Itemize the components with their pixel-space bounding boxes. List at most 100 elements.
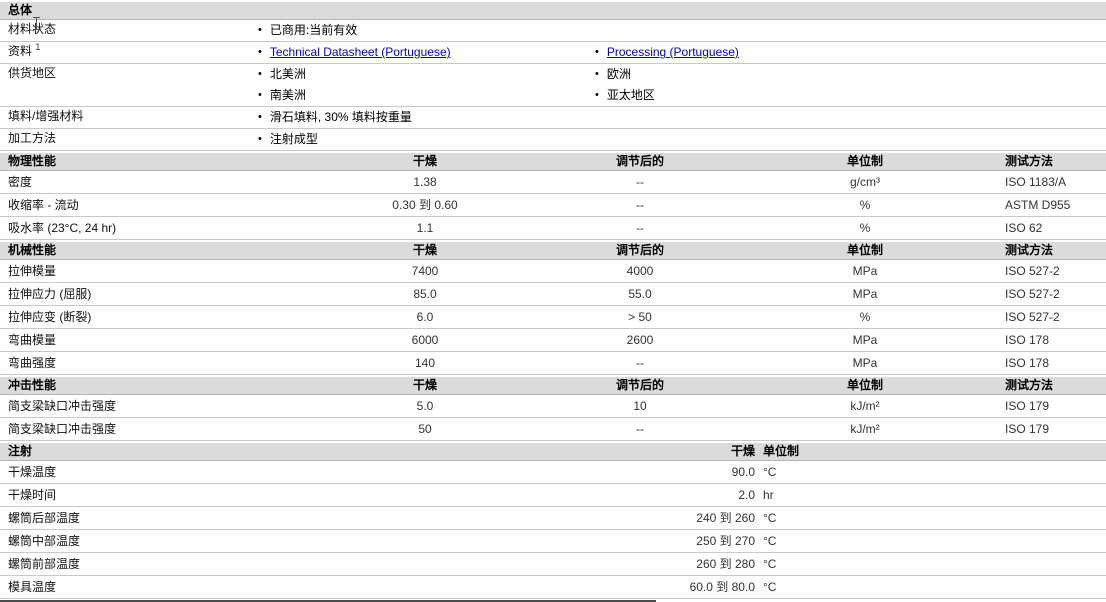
value-test-method: ISO 1183/A [1005,175,1067,189]
bullet-icon: • [258,46,262,58]
bullet-item: • 北美洲 [258,64,306,86]
property-label: 资料 1 [8,42,41,59]
bullet-icon: • [595,46,599,58]
column-header-dry: 干燥 [730,444,755,458]
bullet-text: 亚太地区 [606,88,655,102]
value-test-method: ISO 527-2 [1005,310,1060,324]
bullet-icon: • [258,89,262,101]
property-label: 供货地区 [8,66,57,80]
value-test-method: ISO 178 [1005,356,1050,370]
value-dry: 6000 [411,333,439,347]
column-header-dry: 干燥 [412,378,437,392]
section-header-injection: 注射 干燥 单位制 [0,441,1106,461]
column-header-conditioned: 调节后的 [615,243,664,257]
property-label: 弯曲模量 [8,333,57,347]
column-header-unit: 单位制 [763,444,800,458]
bullet-item: • 南美洲 [258,85,306,107]
property-label: 吸水率 (23°C, 24 hr) [8,221,117,235]
datasheet-link[interactable]: Processing (Portuguese) [606,45,739,59]
bullet-text: 已商用:当前有效 [269,23,358,37]
injection-row: 干燥温度 90.0 °C [0,461,1106,484]
property-label: 填料/增强材料 [8,109,84,123]
property-row: 弯曲模量 6000 2600 MPa ISO 178 [0,329,1106,352]
value-test-method: ISO 527-2 [1005,287,1060,301]
bullet-text: 南美洲 [269,88,306,102]
value-unit: % [859,310,871,324]
value-dry: 2.0 [738,488,755,502]
property-label: 拉伸模量 [8,264,57,278]
value-dry: 140 [414,356,436,370]
section-title: 机械性能 [8,243,57,257]
general-row: 填料/增强材料 • 滑石填料, 30% 填料按重量 [0,107,1106,129]
bullet-item: • 注射成型 [258,129,318,151]
bullet-text: 欧洲 [606,67,631,81]
value-conditioned: -- [636,356,644,370]
property-label: 螺筒前部温度 [8,557,81,571]
property-label: 螺筒中部温度 [8,534,81,548]
value-test-method: ISO 178 [1005,333,1050,347]
bullet-item: • 亚太地区 [595,85,655,107]
column-header-unit: 单位制 [846,154,883,168]
section-title: 冲击性能 [8,378,57,392]
general-row: 材料状态 • 已商用:当前有效 [0,20,1106,42]
injection-row: 干燥时间 2.0 hr [0,484,1106,507]
column-header-unit: 单位制 [846,243,883,257]
section-header-general: 总体 [0,0,1106,20]
property-row: 简支梁缺口冲击强度 5.0 10 kJ/m² ISO 179 [0,395,1106,418]
value-unit: °C [763,534,777,548]
property-row: 拉伸应力 (屈服) 85.0 55.0 MPa ISO 527-2 [0,283,1106,306]
value-conditioned: 55.0 [628,287,652,301]
general-row: 资料 1 • Technical Datasheet (Portuguese) • Pr… [0,42,1106,64]
bullet-item: • 已商用:当前有效 [258,20,357,42]
property-label: 螺筒后部温度 [8,511,81,525]
value-test-method: ISO 179 [1005,422,1050,436]
value-unit: hr [763,488,774,502]
value-conditioned: > 50 [628,310,652,324]
value-conditioned: -- [636,198,644,212]
property-label: 弯曲强度 [8,356,57,370]
injection-section: 注射 干燥 单位制 干燥温度 90.0 °C 干燥时间 2.0 hr 螺筒后部温度 240 到 26… [0,441,1106,599]
section-header-properties: 冲击性能 干燥 调节后的 单位制 测试方法 [0,375,1106,395]
property-row: 弯曲强度 140 -- MPa ISO 178 [0,352,1106,375]
value-dry: 0.30 到 0.60 [392,198,458,212]
bullet-text: 北美洲 [269,67,306,81]
value-unit: °C [763,511,777,525]
value-unit: g/cm³ [850,175,880,189]
value-dry: 7400 [411,264,439,278]
column-header-test-method: 测试方法 [1005,154,1054,168]
value-unit: MPa [852,356,878,370]
bullet-item: • 欧洲 [595,64,631,86]
datasheet-link[interactable]: Technical Datasheet (Portuguese) [269,45,451,59]
property-row: 拉伸模量 7400 4000 MPa ISO 527-2 [0,260,1106,283]
value-dry: 90.0 [731,465,755,479]
property-label: 模具温度 [8,580,57,594]
value-unit: kJ/m² [850,399,880,413]
property-label: 简支梁缺口冲击强度 [8,422,117,436]
value-conditioned: 10 [633,399,647,413]
value-unit: MPa [852,287,878,301]
bullet-icon: • [258,68,262,80]
column-header-conditioned: 调节后的 [615,378,664,392]
value-dry: 50 [418,422,432,436]
column-header-test-method: 测试方法 [1005,243,1054,257]
property-label: 加工方法 [8,131,57,145]
value-unit: MPa [852,264,878,278]
value-conditioned: 2600 [626,333,654,347]
property-label: 收缩率 - 流动 [8,198,79,212]
bullet-icon: • [258,133,262,145]
value-unit: °C [763,557,777,571]
property-row: 吸水率 (23°C, 24 hr) 1.1 --% ISO 62 [0,217,1106,240]
injection-row: 螺筒前部温度 260 到 280 °C [0,553,1106,576]
general-row: 加工方法 • 注射成型 [0,129,1106,151]
section-header-properties: 机械性能 干燥 调节后的 单位制 测试方法 [0,240,1106,260]
value-dry: 60.0 到 80.0 [689,580,755,594]
value-dry: 240 到 260 [696,511,755,525]
bullet-icon: • [595,89,599,101]
property-row: 收缩率 - 流动 0.30 到 0.60 --% ASTM D955 [0,194,1106,217]
value-dry: 1.1 [416,221,434,235]
general-section: 总体 材料状态 • 已商用:当前有效 资料 1 • Technical Datasheet … [0,0,1106,151]
value-dry: 1.38 [413,175,437,189]
column-header-dry: 干燥 [412,243,437,257]
value-unit: MPa [852,333,878,347]
value-test-method: ISO 527-2 [1005,264,1060,278]
